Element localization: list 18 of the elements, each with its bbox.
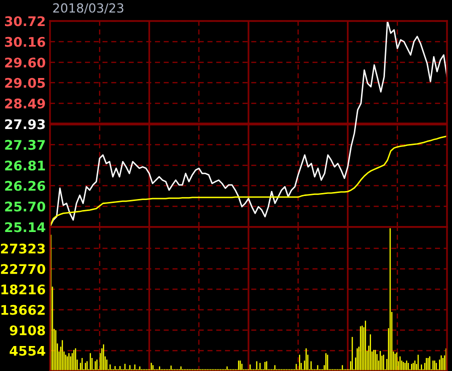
y-tick-label: 18216: [1, 284, 46, 294]
y-tick-label: 28.49: [5, 98, 45, 109]
y-tick-label: 29.60: [5, 58, 46, 68]
chart-title: 2018/03/23: [53, 3, 124, 14]
y-tick-label: 27.93: [5, 119, 45, 130]
y-tick-label: 29.05: [5, 78, 45, 88]
y-tick-label: 22770: [0, 264, 46, 274]
y-tick-label: 27323: [0, 244, 45, 254]
y-tick-label: 4554: [10, 346, 46, 356]
y-tick-label: 25.70: [5, 202, 46, 212]
y-tick-label: 26.26: [5, 180, 46, 191]
y-tick-label: 26.81: [5, 160, 45, 171]
y-tick-label: 27.37: [5, 140, 45, 150]
y-tick-label: 13662: [1, 304, 45, 315]
y-tick-label: 9108: [10, 325, 46, 336]
y-tick-label: 30.16: [4, 36, 46, 47]
y-tick-label: 25.14: [5, 222, 46, 232]
y-tick-label: 30.72: [4, 16, 45, 26]
